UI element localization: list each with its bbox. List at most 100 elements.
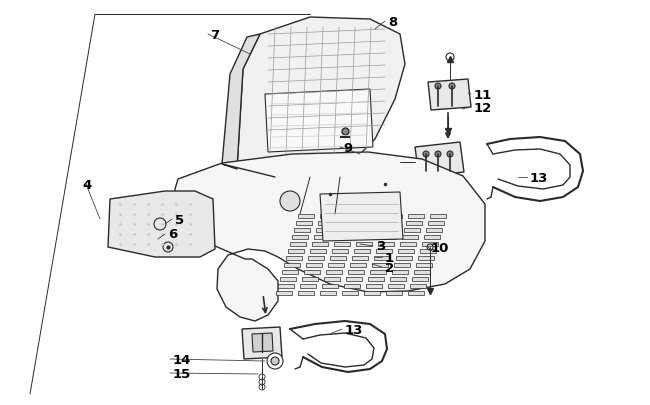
Polygon shape (328, 263, 344, 267)
Polygon shape (408, 291, 424, 295)
Text: 13: 13 (530, 171, 549, 184)
Polygon shape (252, 333, 273, 352)
Polygon shape (422, 243, 438, 246)
Polygon shape (400, 243, 416, 246)
Polygon shape (282, 270, 298, 274)
Polygon shape (362, 222, 378, 226)
Text: 12: 12 (474, 101, 492, 114)
Circle shape (271, 357, 279, 365)
Polygon shape (265, 90, 373, 153)
Polygon shape (334, 243, 350, 246)
Text: 8: 8 (388, 15, 397, 28)
Polygon shape (298, 291, 314, 295)
Polygon shape (408, 215, 424, 218)
Polygon shape (306, 263, 322, 267)
Polygon shape (402, 235, 418, 239)
Polygon shape (288, 249, 304, 254)
Polygon shape (406, 222, 422, 226)
Circle shape (447, 151, 453, 158)
Polygon shape (284, 263, 300, 267)
Text: 7: 7 (210, 28, 219, 41)
Polygon shape (415, 143, 464, 177)
Text: 5: 5 (175, 213, 184, 226)
Polygon shape (308, 256, 324, 260)
Polygon shape (346, 277, 362, 281)
Polygon shape (418, 256, 434, 260)
Polygon shape (326, 270, 342, 274)
Polygon shape (280, 277, 296, 281)
Circle shape (449, 84, 455, 90)
Polygon shape (108, 192, 215, 257)
Polygon shape (300, 284, 316, 288)
Polygon shape (358, 235, 374, 239)
Text: 4: 4 (82, 178, 91, 191)
Polygon shape (424, 235, 440, 239)
Polygon shape (374, 256, 390, 260)
Polygon shape (366, 284, 382, 288)
Text: 9: 9 (343, 141, 352, 154)
Polygon shape (354, 249, 370, 254)
Polygon shape (384, 222, 400, 226)
Text: 13: 13 (345, 323, 363, 336)
Polygon shape (386, 215, 402, 218)
Polygon shape (340, 222, 356, 226)
Polygon shape (380, 235, 396, 239)
Polygon shape (296, 222, 312, 226)
Circle shape (423, 151, 429, 158)
Text: 3: 3 (376, 240, 385, 253)
Polygon shape (428, 80, 471, 111)
Polygon shape (420, 249, 436, 254)
Polygon shape (302, 277, 318, 281)
Polygon shape (360, 228, 376, 232)
Circle shape (267, 353, 283, 369)
Polygon shape (426, 228, 442, 232)
Polygon shape (338, 228, 354, 232)
Polygon shape (378, 243, 394, 246)
Polygon shape (390, 277, 406, 281)
Polygon shape (356, 243, 372, 246)
Polygon shape (342, 215, 358, 218)
Polygon shape (318, 222, 334, 226)
Polygon shape (237, 18, 405, 177)
Polygon shape (332, 249, 348, 254)
Polygon shape (314, 235, 330, 239)
Polygon shape (376, 249, 392, 254)
Polygon shape (222, 35, 260, 170)
Polygon shape (388, 284, 404, 288)
Polygon shape (292, 235, 308, 239)
Polygon shape (404, 228, 420, 232)
Polygon shape (396, 256, 412, 260)
Text: 11: 11 (474, 88, 492, 101)
Polygon shape (410, 284, 426, 288)
Polygon shape (304, 270, 320, 274)
Polygon shape (175, 153, 485, 321)
Polygon shape (294, 228, 310, 232)
Polygon shape (398, 249, 414, 254)
Text: 14: 14 (173, 353, 191, 366)
Text: 1: 1 (385, 251, 394, 264)
Polygon shape (416, 263, 432, 267)
Circle shape (435, 84, 441, 90)
Polygon shape (298, 215, 314, 218)
Polygon shape (310, 249, 326, 254)
Polygon shape (430, 215, 446, 218)
Polygon shape (364, 291, 380, 295)
Polygon shape (368, 277, 384, 281)
Polygon shape (352, 256, 368, 260)
Polygon shape (364, 215, 380, 218)
Polygon shape (428, 222, 444, 226)
Polygon shape (290, 243, 306, 246)
Text: 6: 6 (168, 228, 177, 241)
Polygon shape (344, 284, 360, 288)
Polygon shape (372, 263, 388, 267)
Polygon shape (312, 243, 328, 246)
Polygon shape (348, 270, 364, 274)
Polygon shape (394, 263, 410, 267)
Polygon shape (342, 291, 358, 295)
Polygon shape (412, 277, 428, 281)
Polygon shape (278, 284, 294, 288)
Polygon shape (392, 270, 408, 274)
Polygon shape (320, 215, 336, 218)
Polygon shape (322, 284, 338, 288)
Polygon shape (276, 291, 292, 295)
